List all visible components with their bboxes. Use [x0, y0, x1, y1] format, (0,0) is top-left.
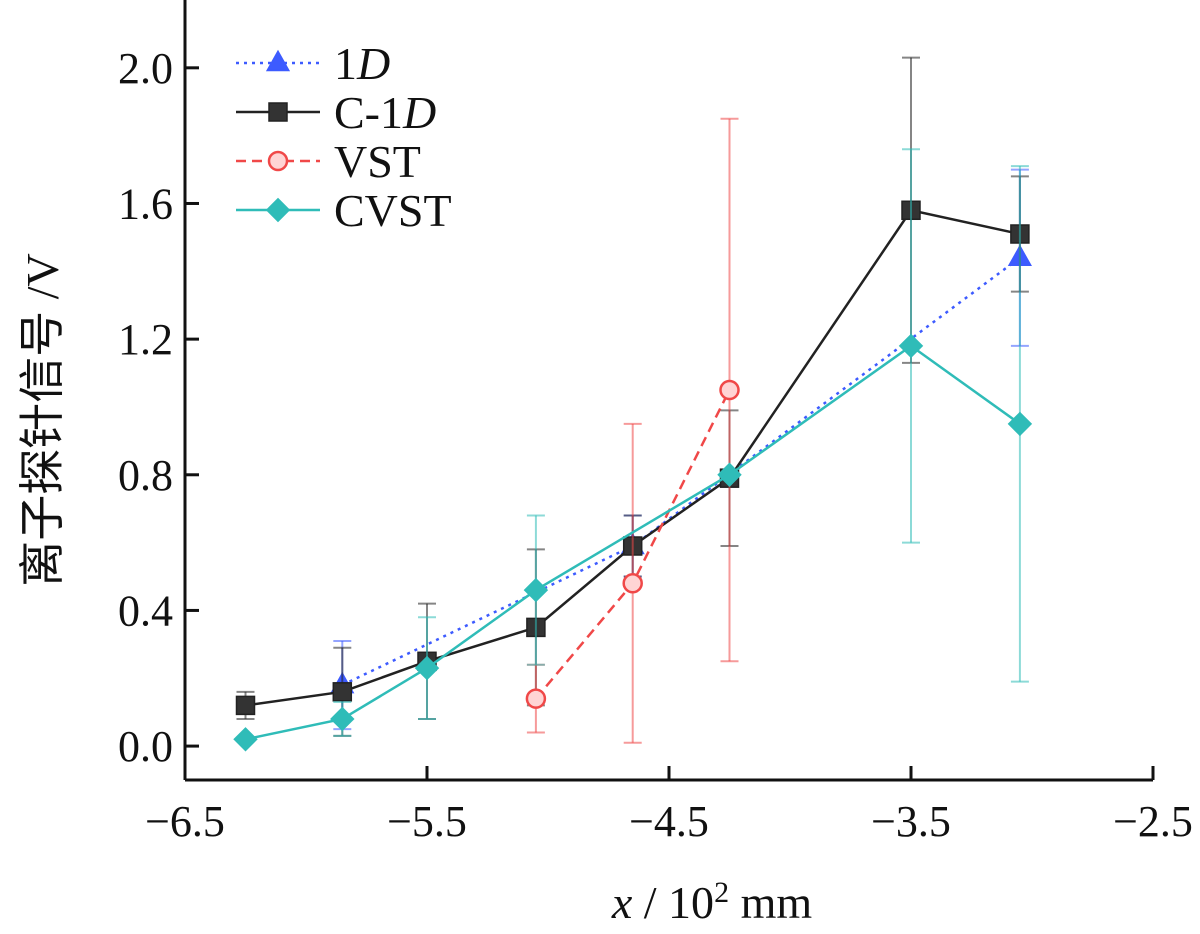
legend-item-c-1d: C-1D	[236, 87, 436, 138]
error-bars	[333, 168, 1029, 731]
axis-titles: x / 102 mm 离子探针信号 /V	[17, 253, 812, 928]
y-tick-label: 1.6	[118, 179, 173, 228]
legend-item-vst: VST	[236, 136, 421, 187]
legend-label: 1D	[334, 38, 390, 89]
data-point	[235, 695, 256, 716]
data-point	[525, 688, 547, 709]
legend-item-1d: 1D	[236, 38, 390, 89]
data-point	[898, 333, 924, 359]
data-point	[622, 573, 643, 594]
x-tick-label: −4.5	[629, 797, 709, 846]
x-tick-label: −5.5	[387, 797, 467, 846]
data-point	[233, 727, 258, 752]
data-point	[717, 462, 742, 488]
y-axis-title: 离子探针信号 /V	[17, 253, 68, 587]
data-point	[523, 577, 549, 603]
data-point	[332, 682, 353, 702]
y-tick-label: 0.0	[118, 722, 173, 771]
series-line	[245, 208, 1021, 707]
data-point	[330, 706, 355, 732]
y-tick-label: 2.0	[118, 44, 173, 93]
series-line	[341, 256, 1021, 687]
x-tick-label: −6.5	[145, 797, 225, 846]
legend-label: C-1D	[334, 87, 436, 138]
data-point	[719, 379, 740, 401]
legend-item-cvst: CVST	[236, 185, 452, 236]
series-vst	[525, 117, 740, 744]
x-tick-label: −3.5	[871, 797, 951, 846]
legend-label: VST	[334, 136, 421, 187]
data-point	[1007, 411, 1033, 437]
series-layer	[233, 56, 1033, 752]
legend-marker	[265, 49, 291, 72]
y-tick-label: 0.8	[118, 451, 173, 500]
series-1d	[330, 168, 1032, 731]
series-cvst	[233, 148, 1033, 752]
y-tick-label: 0.4	[118, 586, 173, 635]
x-axis-title: x / 102 mm	[611, 876, 812, 928]
x-tick-label: −2.5	[1113, 797, 1193, 846]
legend-label: CVST	[334, 185, 452, 236]
error-bars	[333, 148, 1029, 737]
legend-marker	[265, 197, 291, 223]
error-bars	[526, 117, 739, 744]
data-point	[414, 655, 440, 681]
legend-marker	[267, 150, 289, 172]
axes-layer: −6.5 −5.5 −4.5 −3.5 −2.5 0.0 0.4 0.8 1.2 1.6 2.0	[118, 0, 1193, 846]
legend-marker	[268, 102, 288, 122]
y-tick-label: 1.2	[118, 315, 173, 364]
